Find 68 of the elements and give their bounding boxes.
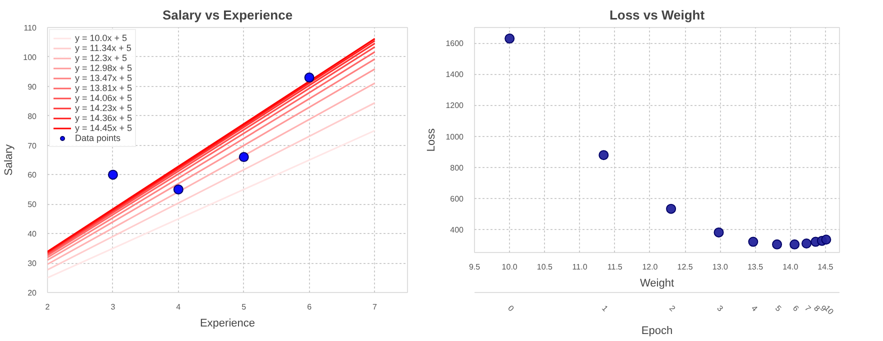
legend-label: y = 14.45x + 5 (75, 123, 132, 133)
point (790, 239, 800, 250)
legend-label: y = 13.47x + 5 (75, 73, 132, 83)
y-tick-label: 60 (28, 170, 38, 180)
y-tick-label: 100 (23, 52, 38, 62)
point (598, 150, 609, 160)
legend-label: y = 13.81x + 5 (75, 83, 132, 93)
x-tick-label: 3 (110, 302, 116, 312)
text: 0 (506, 304, 516, 314)
point (802, 238, 812, 248)
x2-axis-title: Epoch (641, 325, 673, 338)
point (504, 34, 515, 44)
y-axis-title: Loss (426, 128, 438, 152)
x-tick-label: 14.5 (818, 262, 834, 272)
x-tick-label: 4 (176, 302, 182, 312)
x-axis-title: Experience (200, 318, 256, 330)
x-tick-label: 13.5 (747, 262, 764, 272)
y-tick-label: 1600 (446, 39, 464, 48)
x-tick-label: 12.0 (642, 262, 658, 272)
x-tick-label: 13.0 (712, 262, 729, 272)
y-tick-label: 70 (28, 141, 38, 150)
x-tick-label: 6 (307, 302, 312, 312)
x-tick-label: 10.5 (536, 262, 554, 272)
y-tick-label: 20 (28, 288, 38, 298)
legend-label: y = 11.34x + 5 (75, 43, 132, 53)
point (173, 184, 184, 194)
x-tick-label: 9.5 (468, 262, 481, 272)
x-tick-label: 14.0 (782, 262, 799, 272)
chart-title: Loss vs Weight (609, 8, 706, 22)
point (108, 170, 118, 180)
legend-label: y = 12.98x + 5 (75, 63, 132, 73)
legend-label: y = 14.23x + 5 (75, 103, 132, 113)
x-tick-label: 5 (242, 302, 247, 312)
y-tick-label: 110 (24, 24, 38, 32)
y-tick-label: 600 (450, 194, 464, 204)
x-tick-label: 11.0 (572, 262, 588, 272)
point (714, 227, 724, 238)
y-tick-label: 1400 (446, 70, 464, 80)
y-tick-label: 1200 (446, 101, 464, 110)
text: 1 (600, 304, 610, 314)
legend-label: Data points (75, 133, 121, 143)
y-axis-title: Salary (3, 144, 16, 176)
y-tick-label: 90 (28, 82, 38, 92)
legend-label: y = 14.36x + 5 (75, 113, 132, 123)
legend-label: y = 12.3x + 5 (75, 53, 128, 63)
y-tick-label: 80 (28, 112, 38, 121)
x-tick-label: 11.5 (607, 262, 623, 272)
point (772, 239, 782, 250)
y-tick-label: 400 (450, 226, 464, 235)
y-tick-label: 30 (28, 259, 38, 268)
y-tick-label: 50 (28, 200, 38, 210)
y-tick-label: 1000 (446, 132, 464, 142)
x-axis-title: Weight (640, 278, 674, 290)
x-tick-label: 7 (372, 302, 378, 312)
text: 8 (812, 304, 822, 314)
y-tick-label: 40 (28, 230, 38, 239)
point (304, 72, 314, 83)
x-tick-label: 10.0 (502, 262, 518, 272)
point (821, 234, 832, 245)
y-tick-label: 800 (450, 163, 464, 172)
x-tick-label: 12.5 (677, 262, 694, 272)
legend-label: y = 10.0x + 5 (75, 33, 128, 43)
point (748, 236, 758, 247)
point (666, 204, 676, 214)
chart-title: Salary vs Experience (162, 8, 293, 22)
x-tick-label: 2 (45, 302, 50, 312)
point (238, 152, 249, 162)
legend-label: y = 14.06x + 5 (75, 93, 132, 103)
